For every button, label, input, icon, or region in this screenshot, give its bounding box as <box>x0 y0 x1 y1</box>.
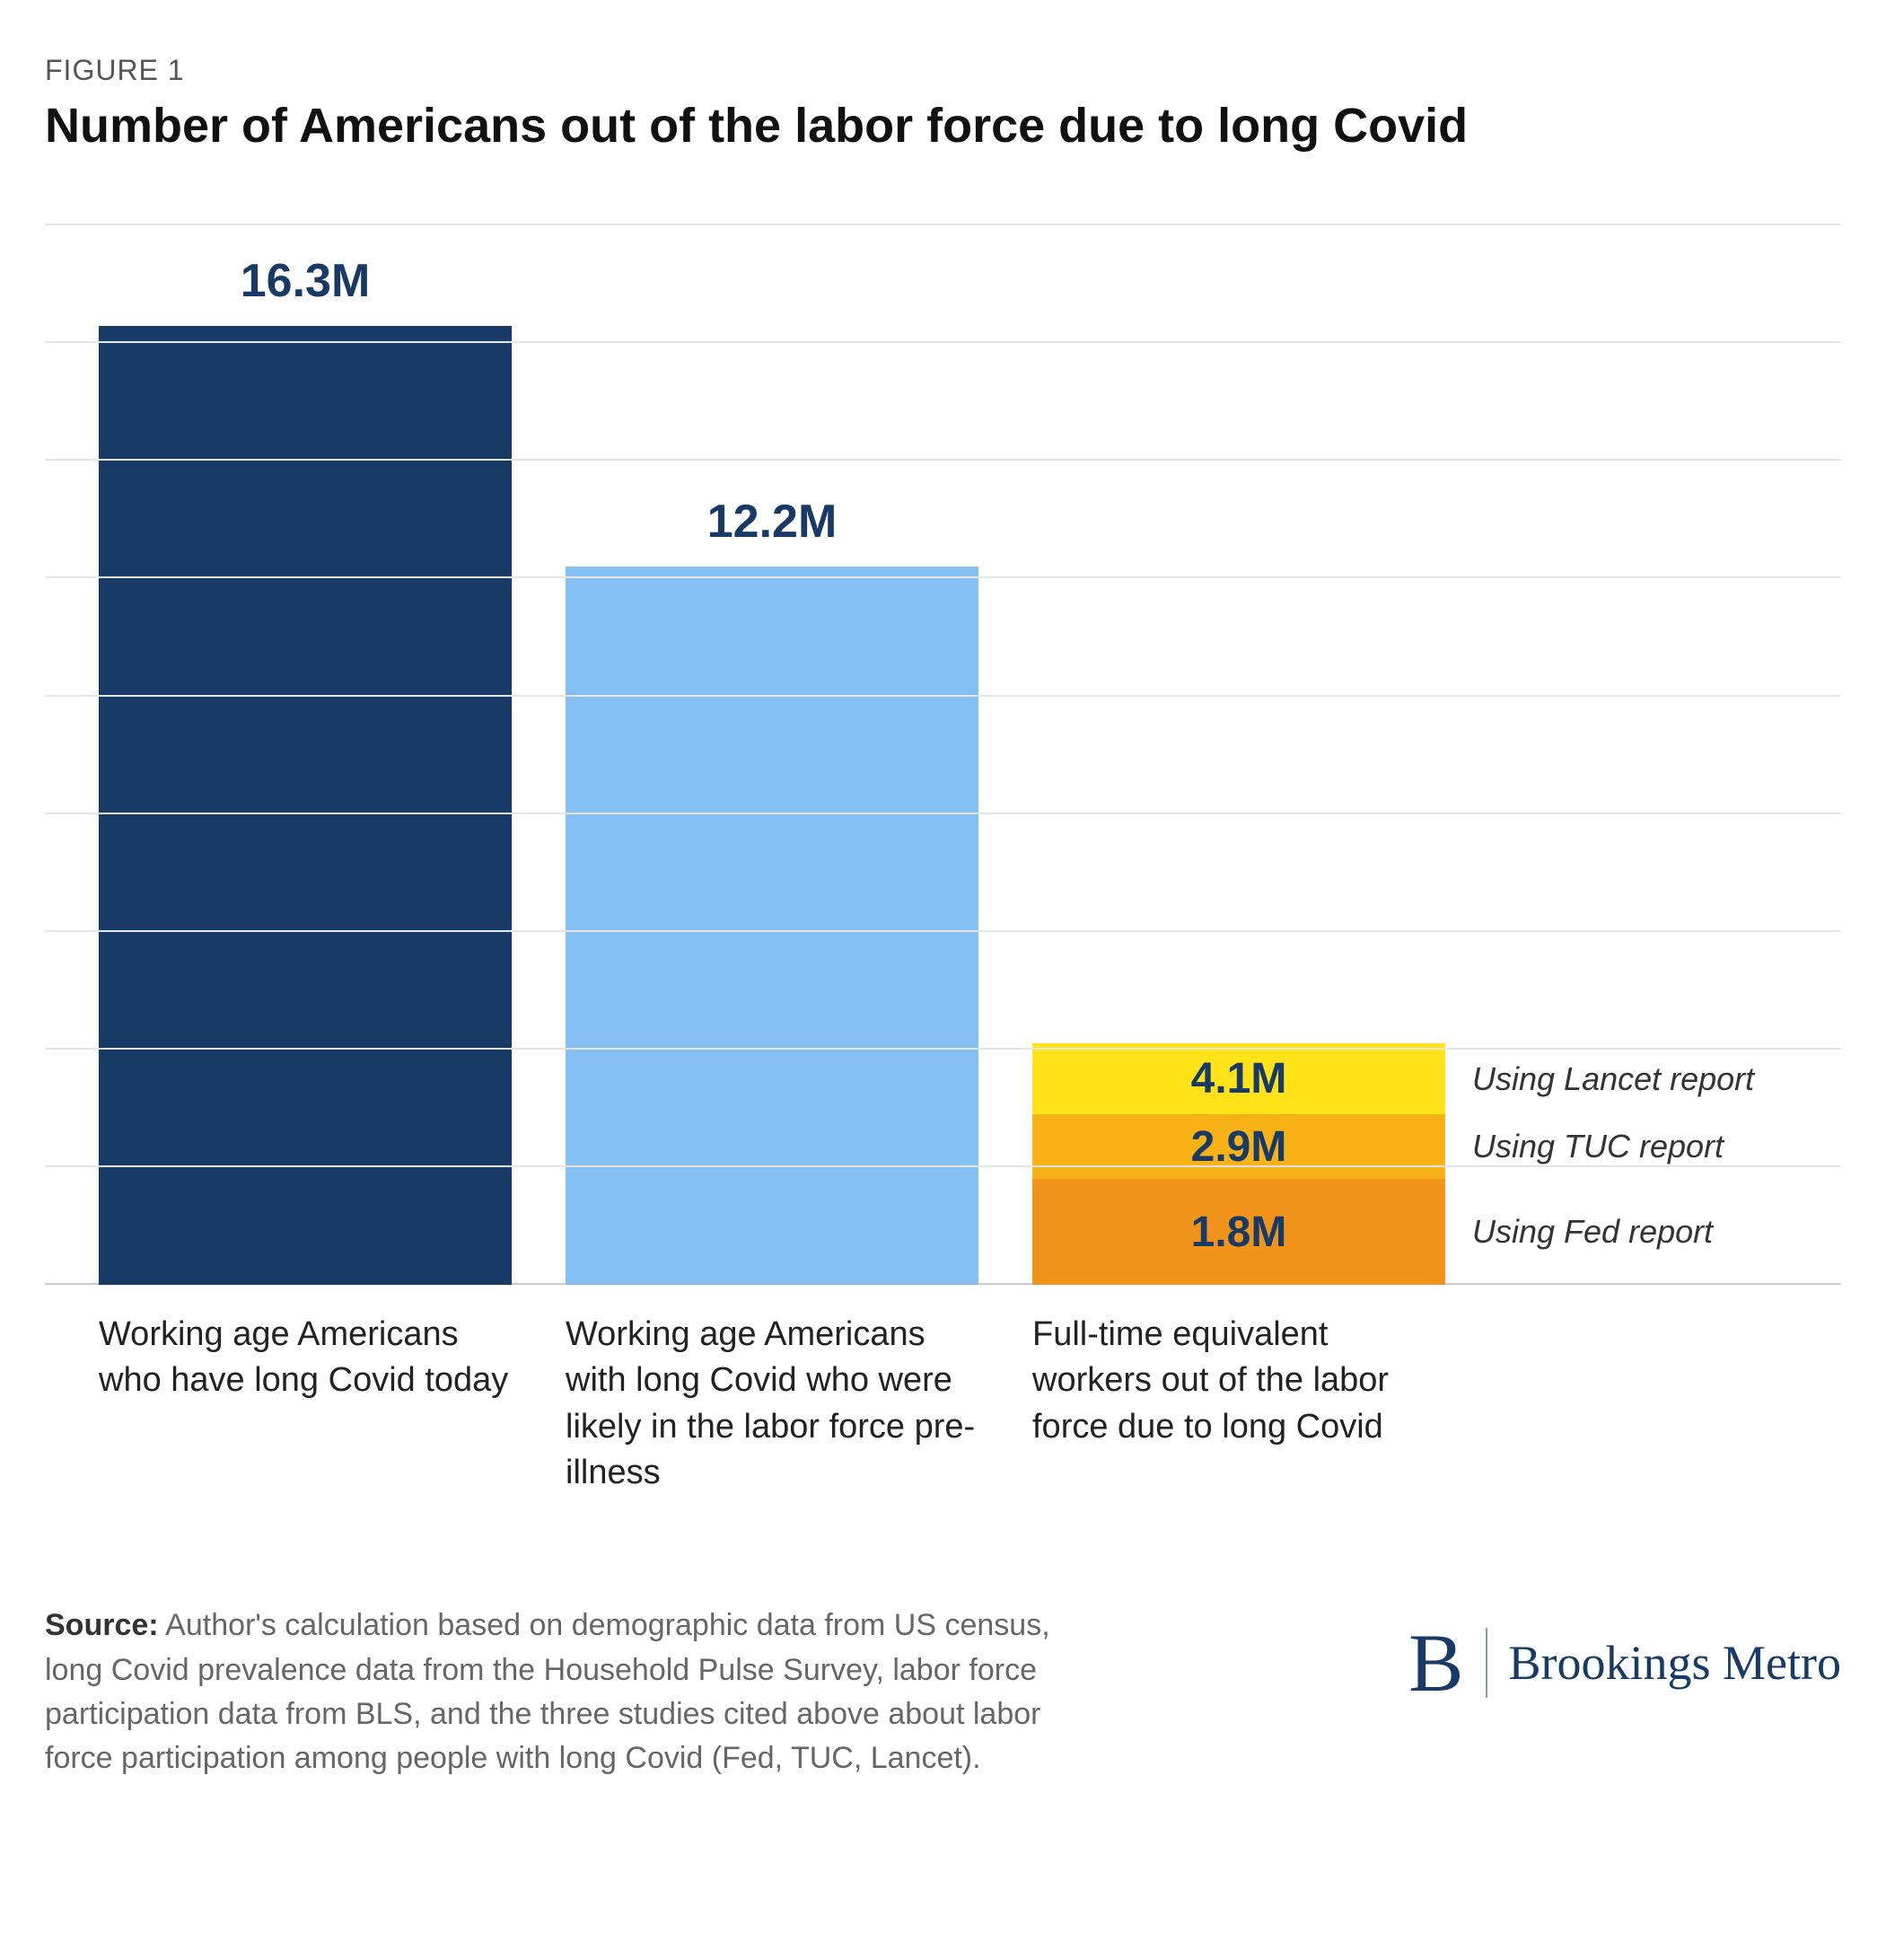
source-lead: Source: <box>45 1608 159 1642</box>
stack-annotation: Using Fed report <box>1472 1213 1713 1251</box>
gridline <box>45 459 1841 461</box>
logo-divider <box>1486 1628 1487 1698</box>
bar-column: 12.2M <box>566 225 978 1285</box>
stack-segment-label: 4.1M <box>1191 1054 1287 1103</box>
x-axis-label: Working age Americans with long Covid wh… <box>566 1312 978 1496</box>
footer: Source: Author's calculation based on de… <box>45 1604 1841 1780</box>
brookings-logo-glyph: B <box>1408 1622 1463 1704</box>
stack-segment-label: 2.9M <box>1191 1122 1287 1172</box>
chart-title: Number of Americans out of the labor for… <box>45 98 1841 154</box>
bars-row: 16.3M12.2M4.1MUsing Lancet report2.9MUsi… <box>45 225 1841 1285</box>
bar-column: 4.1MUsing Lancet report2.9MUsing TUC rep… <box>1032 225 1445 1285</box>
gridline <box>45 341 1841 343</box>
stack-segment-label: 1.8M <box>1191 1208 1287 1257</box>
source-body: Author's calculation based on demographi… <box>45 1608 1050 1775</box>
stack-annotation: Using TUC report <box>1472 1128 1724 1165</box>
stack-annotation: Using Lancet report <box>1472 1060 1754 1098</box>
gridline <box>45 1165 1841 1167</box>
bar-stack-segment: 1.8MUsing Fed report <box>1032 1179 1445 1285</box>
gridline <box>45 1048 1841 1050</box>
bar-column: 16.3M <box>99 225 512 1285</box>
bar-stack-segment: 2.9MUsing TUC report <box>1032 1114 1445 1179</box>
figure-label: FIGURE 1 <box>45 54 1841 87</box>
bar <box>566 567 978 1285</box>
brookings-logo-text: Brookings Metro <box>1509 1635 1842 1691</box>
x-axis-label: Working age Americans who have long Covi… <box>99 1312 512 1496</box>
gridline <box>45 695 1841 697</box>
bar-value-label: 16.3M <box>99 254 512 308</box>
gridline <box>45 224 1841 225</box>
plot-area: 16.3M12.2M4.1MUsing Lancet report2.9MUsi… <box>45 225 1841 1285</box>
source-text: Source: Author's calculation based on de… <box>45 1604 1104 1780</box>
brookings-logo: B Brookings Metro <box>1408 1622 1841 1704</box>
bar-value-label: 12.2M <box>566 495 978 549</box>
gridline <box>45 813 1841 814</box>
bar <box>99 326 512 1286</box>
gridline <box>45 576 1841 578</box>
gridline <box>45 930 1841 932</box>
x-axis-labels: Working age Americans who have long Covi… <box>45 1285 1841 1496</box>
x-axis-label: Full-time equivalent workers out of the … <box>1032 1312 1445 1496</box>
bar-stack-segment: 4.1MUsing Lancet report <box>1032 1043 1445 1114</box>
chart: 16.3M12.2M4.1MUsing Lancet report2.9MUsi… <box>45 225 1841 1496</box>
